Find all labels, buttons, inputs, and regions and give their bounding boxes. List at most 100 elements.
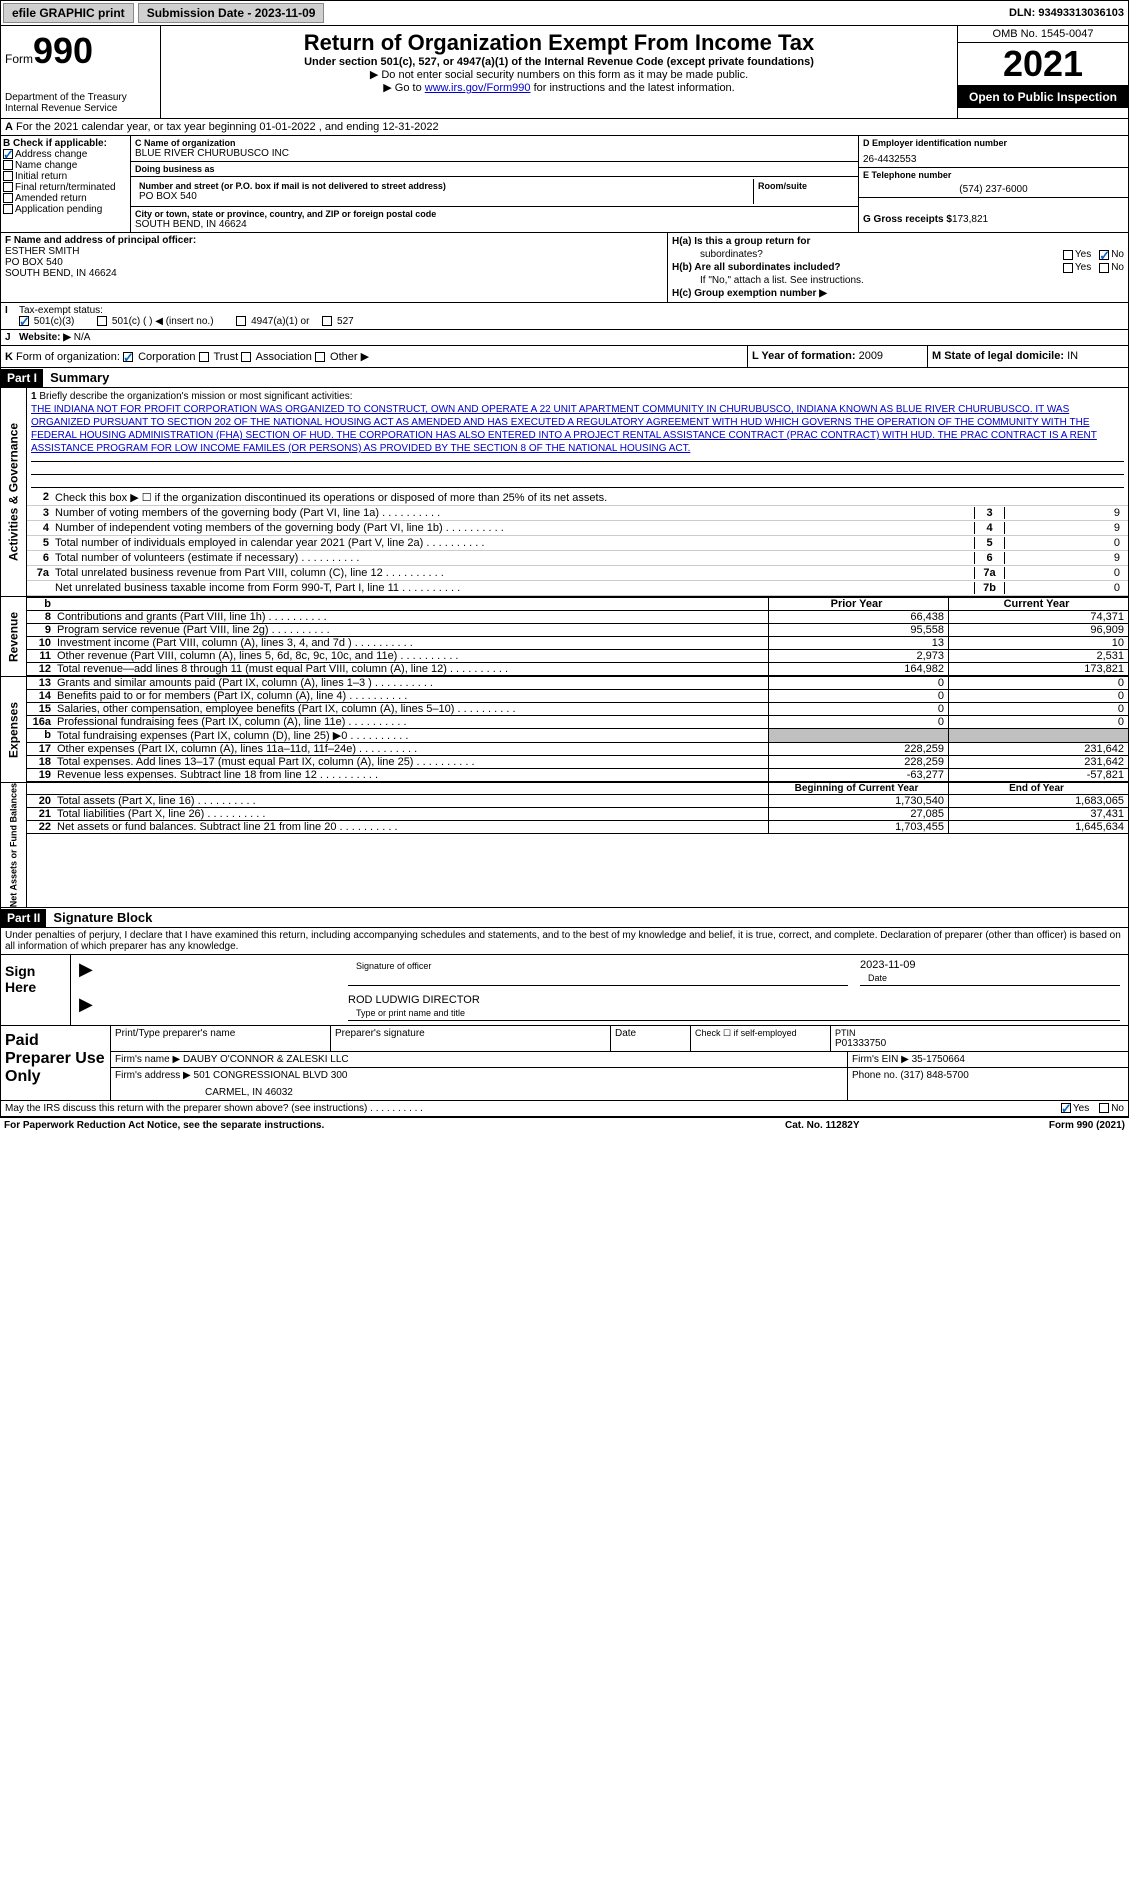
penalty-text: Under penalties of perjury, I declare th…: [1, 928, 1128, 954]
mission-block: 1 Briefly describe the organization's mi…: [27, 388, 1128, 490]
na-line-20: 20Total assets (Part X, line 16)1,730,54…: [27, 795, 1128, 808]
netassets-section: Net Assets or Fund Balances Beginning of…: [0, 783, 1129, 908]
exp-cy: 0: [948, 690, 1128, 702]
501c-checkbox[interactable]: [97, 316, 107, 326]
gross-value: 173,821: [952, 214, 988, 225]
rev-py: 2,973: [768, 650, 948, 662]
exp-text: Total expenses. Add lines 13–17 (must eq…: [55, 756, 768, 768]
exp-text: Revenue less expenses. Subtract line 18 …: [55, 769, 768, 781]
officer-addr1: PO BOX 540: [5, 257, 663, 268]
col-m: M State of legal domicile: IN: [928, 346, 1128, 367]
trust-checkbox[interactable]: [199, 352, 209, 362]
exp-line-15: 15Salaries, other compensation, employee…: [27, 703, 1128, 716]
app-pending-checkbox[interactable]: [3, 204, 13, 214]
website-label: Website: ▶: [19, 332, 71, 343]
gov-num: 7a: [31, 567, 55, 579]
4947-label: 4947(a)(1) or: [251, 316, 309, 327]
ha-no-label: No: [1111, 249, 1124, 260]
submission-button[interactable]: Submission Date - 2023-11-09: [138, 3, 325, 23]
public-inspection: Open to Public Inspection: [958, 86, 1128, 108]
gov-text: Total number of volunteers (estimate if …: [55, 552, 974, 564]
prep-print-label: Print/Type preparer's name: [111, 1026, 331, 1051]
omb-number: OMB No. 1545-0047: [958, 26, 1128, 43]
row-j: J Website: ▶ N/A: [0, 330, 1129, 346]
form990-link[interactable]: www.irs.gov/Form990: [425, 82, 531, 94]
exp-num: 19: [27, 769, 55, 781]
org-name-label: C Name of organization: [135, 138, 854, 148]
section-c: C Name of organization BLUE RIVER CHURUB…: [131, 136, 858, 232]
ssn-warning: ▶ Do not enter social security numbers o…: [165, 68, 953, 81]
tax-year: 2021: [958, 43, 1128, 86]
gov-text: Total number of individuals employed in …: [55, 537, 974, 549]
gov-line-line3: 3Number of voting members of the governi…: [27, 506, 1128, 521]
ha-label: H(a) Is this a group return for: [672, 236, 810, 247]
exp-line-19: 19Revenue less expenses. Subtract line 1…: [27, 769, 1128, 782]
amended-checkbox[interactable]: [3, 193, 13, 203]
corp-label: Corporation: [138, 351, 195, 363]
other-checkbox[interactable]: [315, 352, 325, 362]
exp-py: 0: [768, 703, 948, 715]
addr-change-checkbox[interactable]: [3, 149, 13, 159]
ha-sub: subordinates?: [672, 249, 1063, 260]
gov-text: Number of voting members of the governin…: [55, 507, 974, 519]
final-checkbox[interactable]: [3, 182, 13, 192]
na-cy: 37,431: [948, 808, 1128, 820]
hb-yes-checkbox[interactable]: [1063, 263, 1073, 273]
officer-name: ESTHER SMITH: [5, 246, 663, 257]
l-label: L Year of formation:: [752, 350, 856, 362]
exp-line-17: 17Other expenses (Part IX, column (A), l…: [27, 743, 1128, 756]
part1-badge: Part I: [1, 369, 43, 387]
discuss-yes-checkbox[interactable]: [1061, 1103, 1071, 1113]
current-year-header: Current Year: [948, 598, 1128, 610]
paperwork-text: For Paperwork Reduction Act Notice, see …: [4, 1120, 785, 1131]
rev-text: Total revenue—add lines 8 through 11 (mu…: [55, 663, 768, 675]
gov-box: 4: [974, 522, 1004, 534]
hb-no-checkbox[interactable]: [1099, 263, 1109, 273]
exp-num: 15: [27, 703, 55, 715]
final-label: Final return/terminated: [15, 182, 116, 193]
4947-checkbox[interactable]: [236, 316, 246, 326]
sign-here-label: Sign Here: [1, 955, 71, 1025]
exp-cy: [948, 729, 1128, 742]
exp-cy: 0: [948, 703, 1128, 715]
form-footer: Form 990 (2021): [985, 1120, 1125, 1131]
sig-officer-label: Signature of officer: [348, 959, 848, 973]
mission-num: 1: [31, 391, 37, 402]
discuss-text: May the IRS discuss this return with the…: [5, 1103, 1061, 1114]
line2-num: 2: [31, 491, 55, 504]
section-d: D Employer identification number 26-4432…: [858, 136, 1128, 232]
activities-governance: Activities & Governance 1 Briefly descri…: [0, 388, 1129, 597]
gov-text: Number of independent voting members of …: [55, 522, 974, 534]
header: Form990 Department of the Treasury Inter…: [0, 26, 1129, 119]
initial-checkbox[interactable]: [3, 171, 13, 181]
firm-city: CARMEL, IN 46032: [115, 1081, 843, 1098]
corp-checkbox[interactable]: [123, 352, 133, 362]
gov-line-line6: 6Total number of volunteers (estimate if…: [27, 551, 1128, 566]
na-cy-header: End of Year: [948, 783, 1128, 794]
revenue-section: Revenue b Prior Year Current Year 8Contr…: [0, 597, 1129, 677]
rev-line-10: 10Investment income (Part VIII, column (…: [27, 637, 1128, 650]
ha-no-checkbox[interactable]: [1099, 250, 1109, 260]
527-checkbox[interactable]: [322, 316, 332, 326]
501c-label: 501(c) ( ) ◀ (insert no.): [112, 316, 214, 327]
dept-text: Department of the Treasury: [5, 92, 156, 103]
website-value: N/A: [74, 332, 91, 343]
initial-label: Initial return: [15, 171, 67, 182]
top-bar: efile GRAPHIC print Submission Date - 20…: [0, 0, 1129, 26]
discuss-no-checkbox[interactable]: [1099, 1103, 1109, 1113]
efile-button[interactable]: efile GRAPHIC print: [3, 3, 134, 23]
exp-py: 228,259: [768, 756, 948, 768]
gov-num: 5: [31, 537, 55, 549]
exp-text: Benefits paid to or for members (Part IX…: [55, 690, 768, 702]
col-k: K Form of organization: Corporation Trus…: [1, 346, 748, 367]
exp-py: -63,277: [768, 769, 948, 781]
rev-num: 11: [27, 650, 55, 662]
na-text: Total assets (Part X, line 16): [55, 795, 768, 807]
exp-num: 14: [27, 690, 55, 702]
501c3-checkbox[interactable]: [19, 316, 29, 326]
vert-revenue: Revenue: [1, 597, 27, 676]
assoc-checkbox[interactable]: [241, 352, 251, 362]
ha-yes-checkbox[interactable]: [1063, 250, 1073, 260]
na-cy: 1,683,065: [948, 795, 1128, 807]
addr-value: PO BOX 540: [139, 191, 749, 202]
